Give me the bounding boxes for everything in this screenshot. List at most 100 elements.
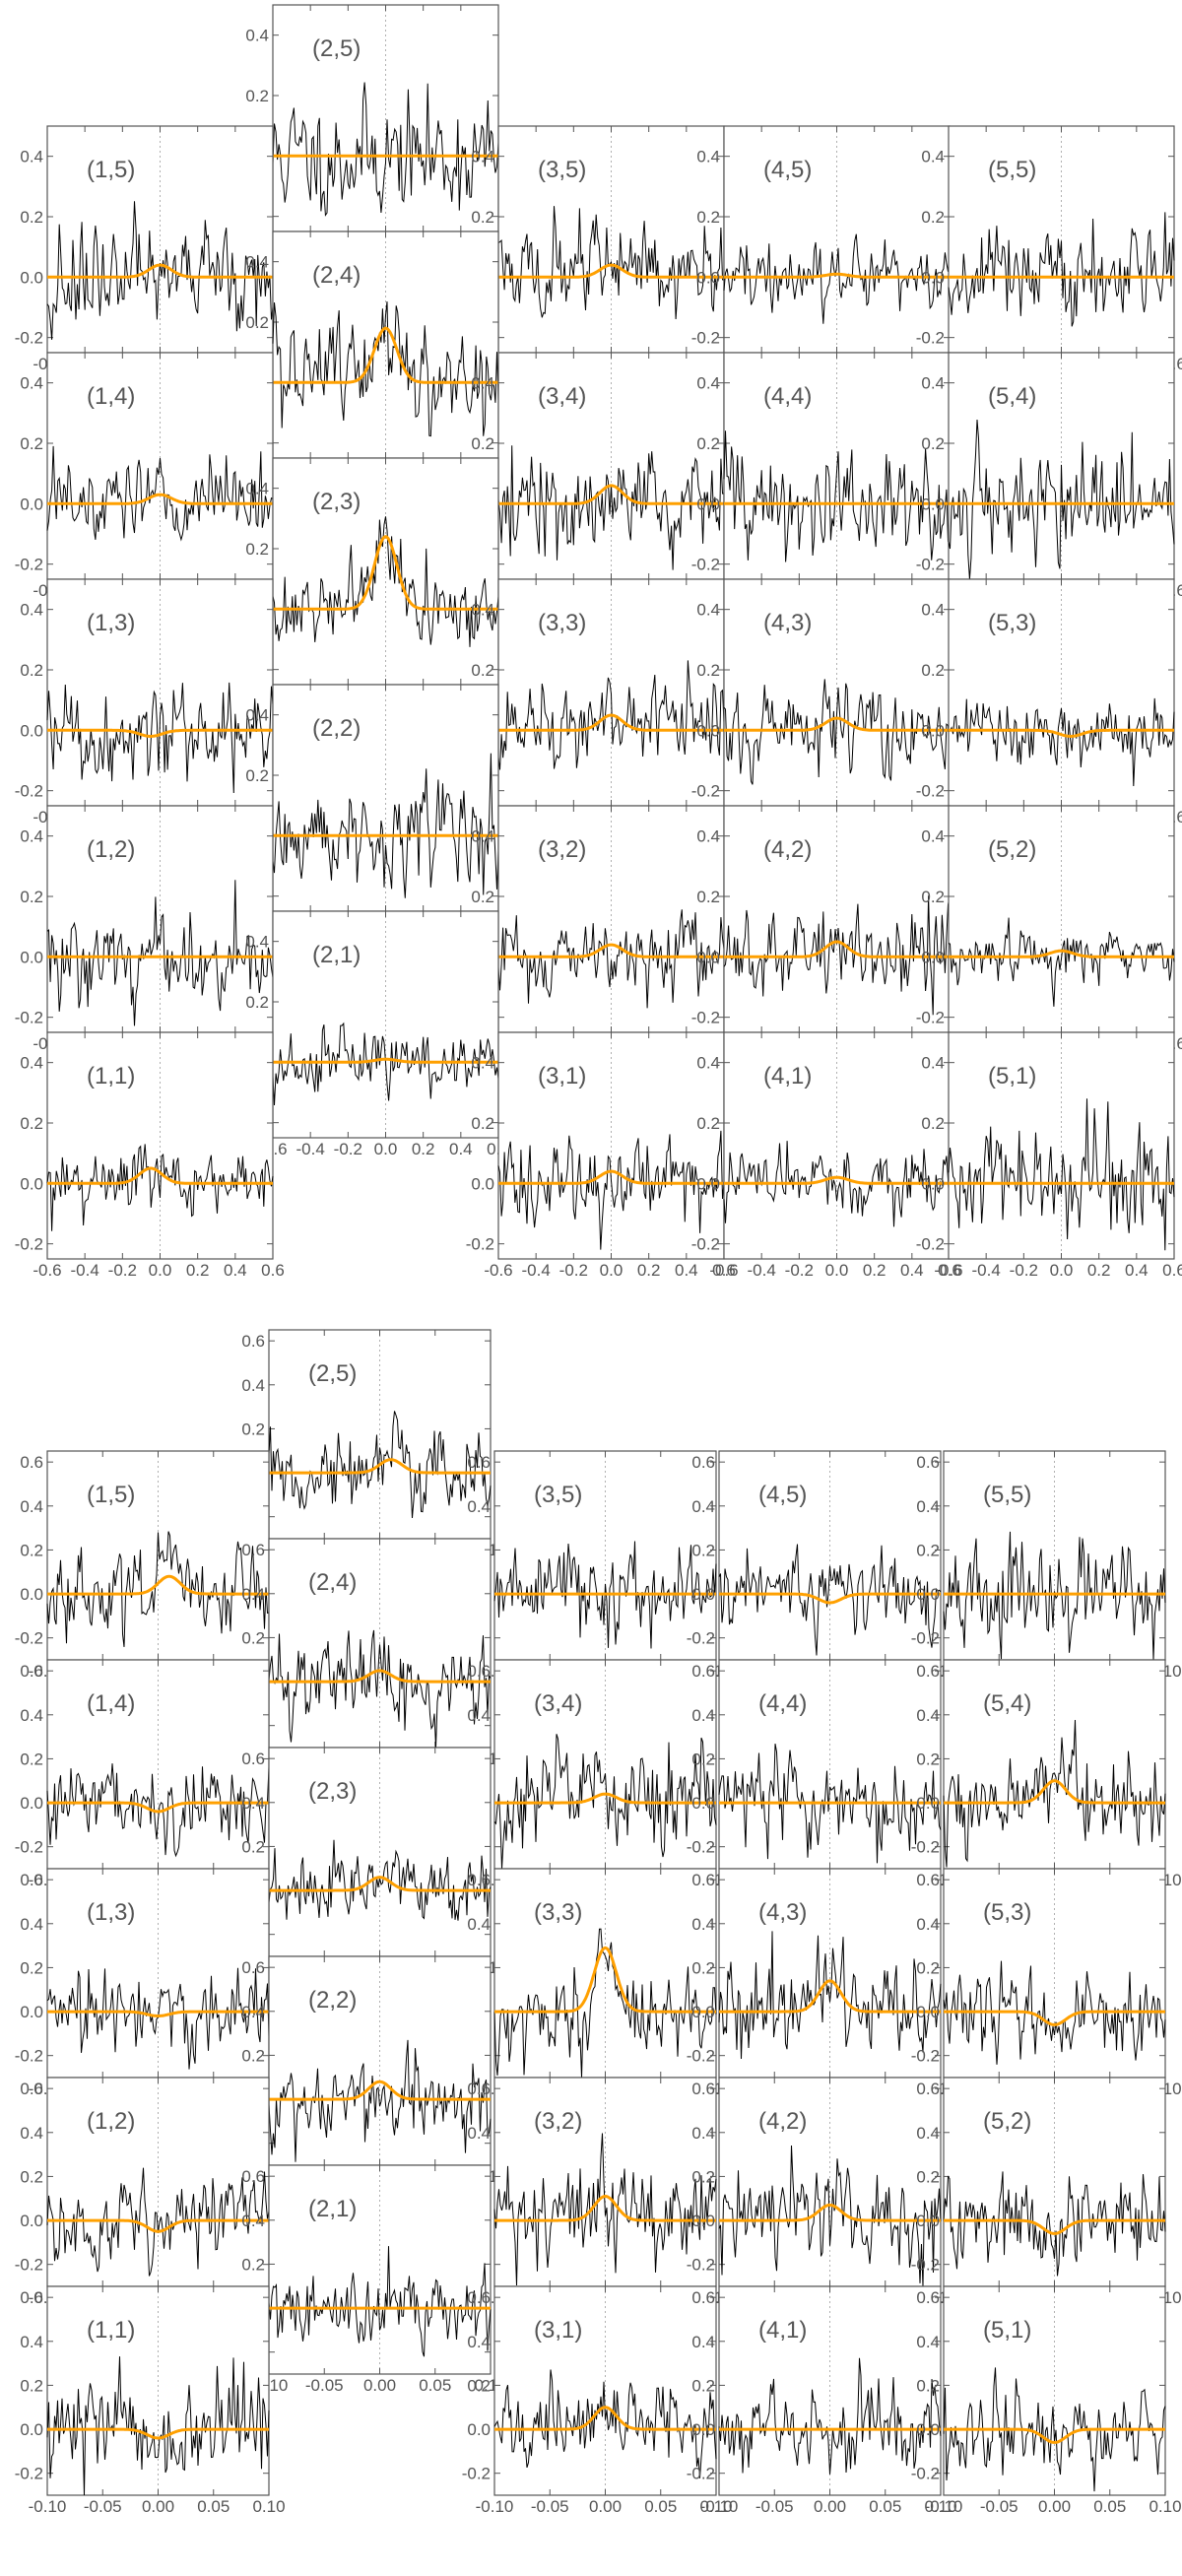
gaussian-fit: [498, 713, 724, 732]
panel-label: (4,1): [758, 2317, 807, 2344]
panel-label: (3,5): [534, 1482, 582, 1508]
gaussian-fit: [269, 1669, 491, 1684]
x-tick-label: 0.10: [1149, 2497, 1181, 2516]
y-tick-label: 0.4: [245, 933, 269, 952]
y-tick-label: 0.2: [691, 1750, 715, 1768]
y-tick-label: 0.6: [241, 2167, 265, 2186]
gaussian-fit: [494, 1946, 716, 2014]
panel-label: (1,4): [87, 383, 135, 410]
observed-spectrum: [46, 880, 274, 1026]
y-tick-label: 0.0: [20, 721, 43, 740]
y-tick-label: 0.2: [691, 1958, 715, 1977]
y-tick-label: -0.2: [15, 2256, 43, 2275]
y-tick-label: 0.0: [20, 948, 43, 966]
y-tick-label: -0.2: [15, 1235, 43, 1254]
x-tick-label: -0.05: [755, 2497, 794, 2516]
y-tick-label: 0.2: [20, 2376, 43, 2395]
y-tick-label: -0.2: [911, 2256, 940, 2275]
y-tick-label: 0.4: [691, 2124, 715, 2143]
y-tick-label: 0.2: [241, 1420, 265, 1438]
y-tick-label: -0.2: [15, 1629, 43, 1648]
gaussian-fit: [944, 2218, 1165, 2235]
y-tick-label: 0.4: [921, 374, 945, 393]
x-tick-label: -0.4: [296, 1140, 325, 1158]
x-tick-label: 0.2: [863, 1261, 886, 1280]
y-tick-label: 0.4: [916, 2124, 940, 2143]
y-tick-label: -0.2: [15, 2047, 43, 2066]
y-tick-label: 0.0: [696, 268, 720, 287]
y-tick-label: -0.2: [462, 2465, 491, 2483]
y-tick-label: 0.2: [921, 888, 945, 906]
y-tick-label: 0.4: [921, 827, 945, 846]
panel-24: -0.20.00.20.4-0.6-0.4-0.20.00.20.40.6(2,…: [240, 231, 510, 479]
y-tick-label: -0.2: [691, 556, 720, 574]
y-tick-label: 0.4: [471, 601, 494, 620]
observed-spectrum: [943, 1531, 1166, 1661]
gaussian-fit: [47, 2427, 269, 2440]
panel-22: -0.20.00.20.40.6-0.10-0.050.000.050.10(2…: [236, 1955, 507, 2186]
y-tick-label: 0.2: [471, 888, 494, 906]
x-tick-label: -0.2: [785, 1261, 814, 1280]
panel-label: (2,5): [312, 35, 361, 62]
panel-54: -0.20.00.20.4-0.6-0.4-0.20.00.20.40.6(5,…: [916, 352, 1182, 600]
gaussian-fit: [269, 1458, 491, 1475]
y-tick-label: 0.4: [245, 706, 269, 725]
y-tick-label: 0.2: [467, 2376, 491, 2395]
panel-52: -0.20.00.20.4-0.6-0.4-0.20.00.20.40.6(5,…: [916, 805, 1182, 1053]
y-tick-label: 0.4: [691, 1915, 715, 1934]
y-tick-label: 0.4: [921, 601, 945, 620]
y-tick-label: -0.2: [466, 1235, 494, 1254]
y-tick-label: 0.4: [471, 148, 494, 166]
x-tick-label: -0.2: [559, 1261, 588, 1280]
panel-25: -0.20.00.20.4-0.6-0.4-0.20.00.20.40.6(2,…: [240, 4, 510, 252]
y-tick-label: 0.2: [245, 313, 269, 332]
x-tick-label: -0.10: [476, 2497, 514, 2516]
observed-spectrum: [723, 430, 951, 562]
y-tick-label: 0.6: [467, 2288, 491, 2307]
x-tick-label: 0.05: [197, 2497, 230, 2516]
panel-label: (2,2): [312, 715, 361, 742]
gaussian-fit: [47, 493, 273, 505]
x-tick-label: 0.0: [149, 1261, 172, 1280]
panel-31: -0.2 0.0 0.2 0.4 -0.6 -0.4 -0.2 0.0 0.2 0.4 0.6 (3,…: [466, 1031, 736, 1280]
gaussian-fit: [949, 728, 1174, 738]
x-tick-label: 0.00: [814, 2497, 846, 2516]
y-tick-label: 0.2: [916, 1541, 940, 1559]
panel-label: (3,2): [534, 2108, 582, 2135]
x-tick-label: -0.05: [84, 2497, 122, 2516]
y-tick-label: 0.4: [20, 148, 43, 166]
x-tick-label: -0.10: [700, 2497, 739, 2516]
y-tick-label: 0.4: [241, 1585, 265, 1604]
observed-spectrum: [497, 909, 725, 1009]
gaussian-fit: [719, 2203, 941, 2222]
y-tick-label: 0.6: [467, 1662, 491, 1681]
panel-label: (5,4): [983, 1690, 1031, 1717]
y-tick-label: -0.2: [691, 782, 720, 801]
x-tick-label: -0.6: [33, 1261, 61, 1280]
y-tick-label: 0.0: [691, 2003, 715, 2021]
y-tick-label: 0.2: [241, 2046, 265, 2065]
gaussian-fit: [498, 1169, 724, 1185]
observed-spectrum: [718, 1544, 942, 1656]
panel-label: (5,3): [983, 1899, 1031, 1926]
panel-11: -0.2 0.0 0.2 0.4 0.6 -0.10 -0.05 0.00 0.05 0.10 (1…: [15, 2285, 286, 2516]
panel-41: -0.2 0.0 0.2 0.4 0.6 -0.10 -0.05 0.00 0.05 0.10 (4…: [687, 2285, 957, 2516]
y-tick-label: 0.2: [471, 434, 494, 453]
y-tick-label: 0.0: [696, 1174, 720, 1193]
y-tick-label: 0.4: [245, 480, 269, 498]
y-tick-label: 0.6: [241, 1541, 265, 1559]
y-tick-label: -0.2: [911, 1838, 940, 1857]
x-tick-label: 0.00: [142, 2497, 174, 2516]
y-tick-label: 0.0: [696, 721, 720, 740]
y-tick-label: 0.2: [20, 1750, 43, 1768]
y-tick-label: -0.2: [916, 556, 945, 574]
y-tick-label: 0.0: [921, 1174, 945, 1193]
y-tick-label: 0.6: [467, 1453, 491, 1472]
observed-spectrum: [943, 2171, 1166, 2277]
observed-spectrum: [948, 212, 1175, 327]
y-tick-label: 0.0: [921, 721, 945, 740]
y-tick-label: 0.2: [921, 208, 945, 227]
observed-spectrum: [46, 1144, 274, 1231]
y-tick-label: 0.2: [471, 208, 494, 227]
y-tick-label: 0.4: [20, 2124, 43, 2143]
